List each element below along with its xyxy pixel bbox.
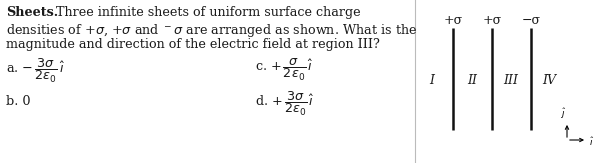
Text: a. $-\,\dfrac{3\sigma}{2\varepsilon_0}\,\hat{\imath}$: a. $-\,\dfrac{3\sigma}{2\varepsilon_0}\,… [6, 57, 65, 85]
Text: Sheets.: Sheets. [6, 6, 58, 19]
Text: IV: IV [542, 74, 556, 87]
Text: +σ: +σ [482, 14, 502, 27]
Text: $\hat{\jmath}$: $\hat{\jmath}$ [560, 106, 566, 121]
Text: $\hat{\imath}$: $\hat{\imath}$ [589, 136, 594, 148]
Text: II: II [467, 74, 477, 87]
Text: b. 0: b. 0 [6, 95, 30, 108]
Text: c. $+\,\dfrac{\sigma}{2\varepsilon_0}\,\hat{\imath}$: c. $+\,\dfrac{\sigma}{2\varepsilon_0}\,\… [255, 57, 313, 83]
Text: Three infinite sheets of uniform surface charge: Three infinite sheets of uniform surface… [52, 6, 361, 19]
Text: III: III [504, 74, 519, 87]
Text: +σ: +σ [443, 14, 462, 27]
Text: −σ: −σ [522, 14, 541, 27]
Text: densities of +$\sigma$, +$\sigma$ and $^-\sigma$ are arranged as shown. What is : densities of +$\sigma$, +$\sigma$ and $^… [6, 22, 417, 39]
Text: magnitude and direction of the electric field at region III?: magnitude and direction of the electric … [6, 38, 380, 51]
Text: d. $+\,\dfrac{3\sigma}{2\varepsilon_0}\,\hat{\imath}$: d. $+\,\dfrac{3\sigma}{2\varepsilon_0}\,… [255, 90, 315, 118]
Text: I: I [430, 74, 434, 87]
